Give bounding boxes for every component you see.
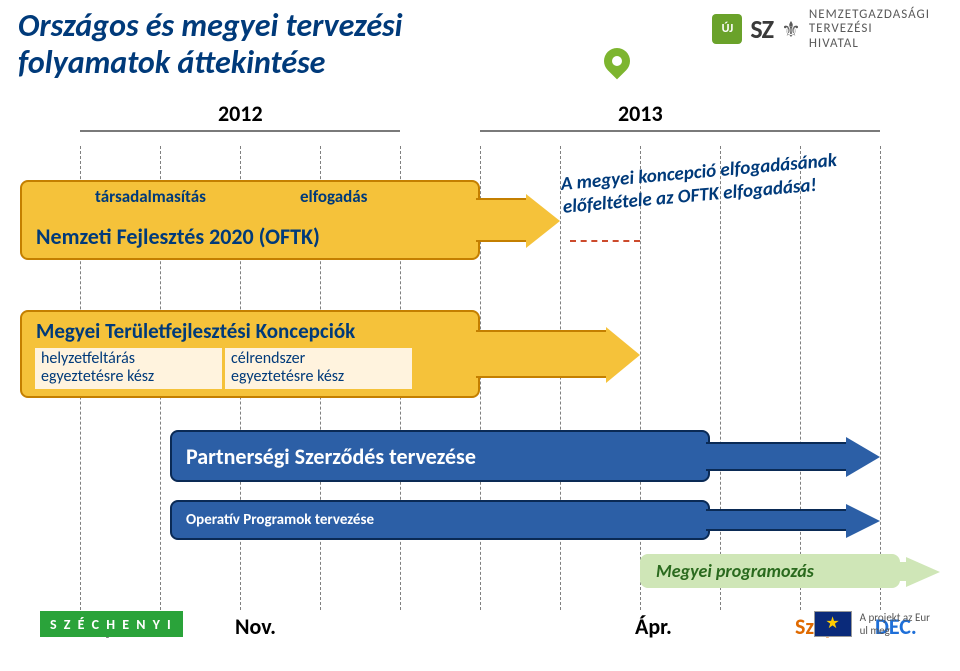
year-label: 2012 xyxy=(218,100,263,127)
megyei-programozas-box: Megyei programozás xyxy=(640,554,900,588)
nth-line1: NEMZETGAZDASÁGI xyxy=(809,8,930,22)
megyei-koncepciok-arrow-head xyxy=(606,327,640,383)
header-logos: ÚJ SZ ⚜ NEMZETGAZDASÁGI TERVEZÉSI HIVATA… xyxy=(712,8,930,51)
megyei-programozas-arrow-head xyxy=(906,557,940,587)
oftk-note: A megyei koncepció elfogadásánakelőfelté… xyxy=(560,150,840,220)
uj-badge: ÚJ xyxy=(712,14,742,44)
operativ-title: Operatív Programok tervezése xyxy=(186,511,374,529)
gridline xyxy=(640,146,641,610)
eu-text: A projekt az Eur ul meg xyxy=(860,611,930,637)
megyei-koncepciok-sublabel: helyzetfeltárásegyeztetésre kész xyxy=(35,348,222,389)
note-brace xyxy=(570,240,640,252)
megyei-programozas-arrow-shaft xyxy=(896,562,906,581)
crest-icon: ⚜ xyxy=(781,16,801,43)
year-brace xyxy=(80,130,400,144)
operativ-box: Operatív Programok tervezése xyxy=(170,500,710,540)
gridline xyxy=(880,146,881,610)
year-brace xyxy=(480,130,880,144)
eu-flag-icon: ★ xyxy=(814,611,852,637)
gridline xyxy=(800,146,801,610)
partnersegi-box: Partnerségi Szerződés tervezése xyxy=(170,430,710,482)
partnersegi-arrow-shaft xyxy=(706,442,846,471)
operativ-arrow-head xyxy=(846,504,880,538)
oftk-arrow-head xyxy=(526,194,560,248)
partnersegi-title: Partnerségi Szerződés tervezése xyxy=(186,443,476,470)
szechenyi-logo: S Z É C H E N Y I xyxy=(40,611,183,637)
nth-line2: TERVEZÉSI xyxy=(809,22,930,36)
oftk-box: Nemzeti Fejlesztés 2020 (OFTK) xyxy=(20,180,480,260)
sz-logo: SZ xyxy=(750,13,773,45)
gridline xyxy=(560,146,561,610)
oftk-overlabel: elfogadás xyxy=(300,186,367,207)
megyei-prog-title: Megyei programozás xyxy=(656,560,814,582)
map-pin-icon xyxy=(599,43,636,80)
nth-text: NEMZETGAZDASÁGI TERVEZÉSI HIVATAL xyxy=(809,8,930,51)
megyei-koncepciok-sublabel: célrendszeregyeztetésre kész xyxy=(225,348,412,389)
month-label: Nov. xyxy=(235,613,276,640)
oftk-overlabel: társadalmasítás xyxy=(95,186,206,207)
year-label: 2013 xyxy=(618,100,663,127)
eu-footer: ★ A projekt az Eur ul meg xyxy=(814,611,930,637)
gridline xyxy=(720,146,721,610)
megyei-koncepciok-title: Megyei Területfejlesztési Koncepciók xyxy=(36,318,355,344)
title-line1: Országos és megyei tervezési xyxy=(18,6,403,45)
timeline-chart: Szept.Nov.Ápr.Szept.DEC.20122013Nemzeti … xyxy=(0,100,960,640)
month-label: Ápr. xyxy=(635,613,672,640)
megyei-koncepciok-arrow-shaft xyxy=(476,330,606,378)
title-line2: folyamatok áttekintése xyxy=(18,43,325,82)
oftk-title: Nemzeti Fejlesztés 2020 (OFTK) xyxy=(36,223,320,250)
nth-line3: HIVATAL xyxy=(809,37,930,51)
operativ-arrow-shaft xyxy=(706,509,846,531)
page-title: Országos és megyei tervezési folyamatok … xyxy=(18,8,403,82)
oftk-arrow-shaft xyxy=(476,198,526,242)
partnersegi-arrow-head xyxy=(846,437,880,477)
